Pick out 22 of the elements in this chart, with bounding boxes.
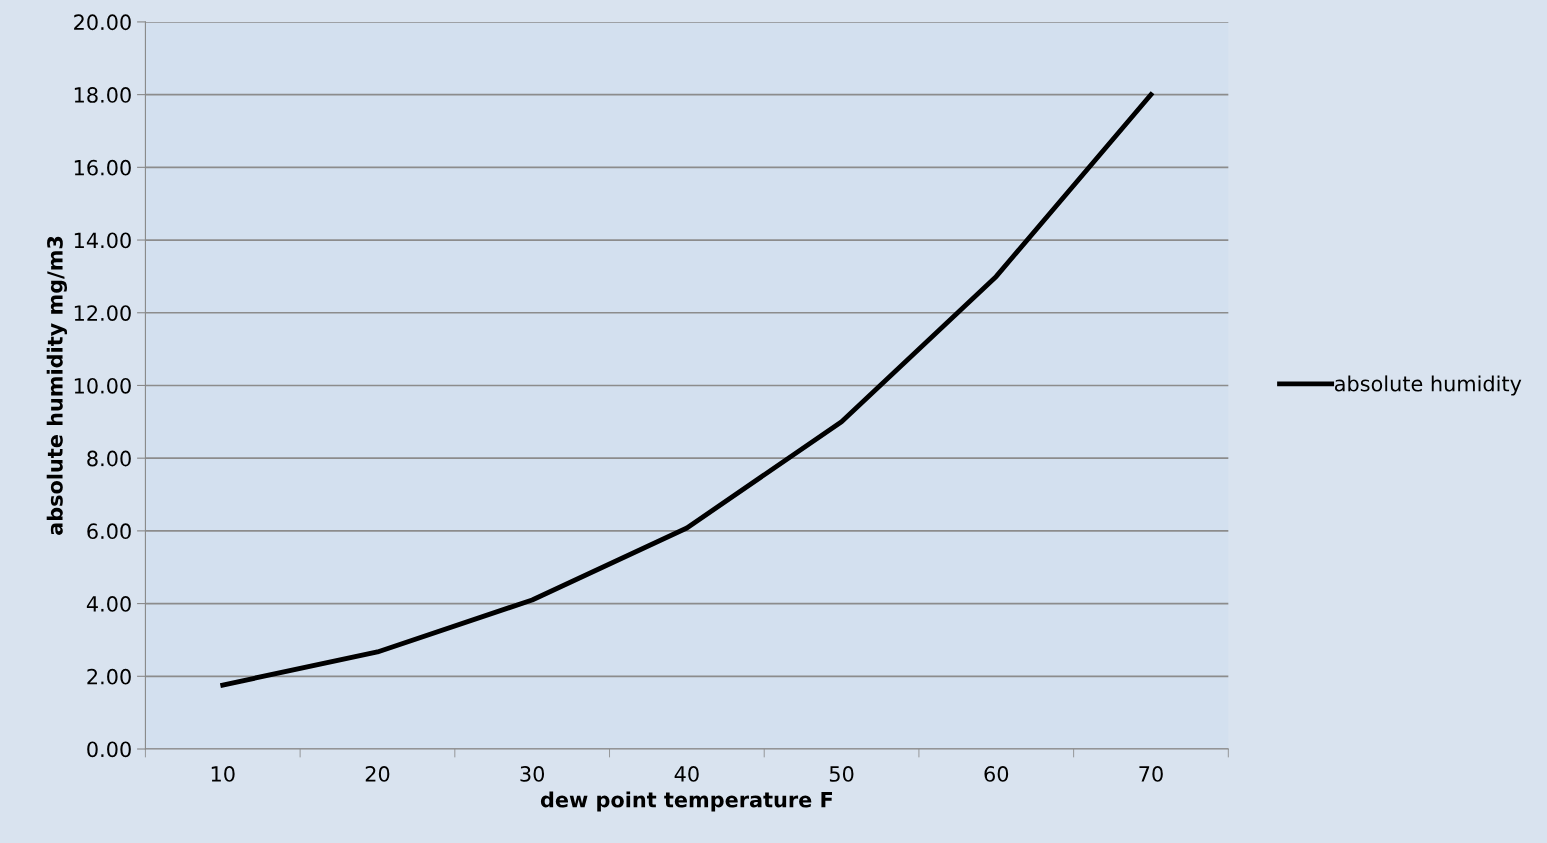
y-tick-label: 16.00 [74, 159, 131, 176]
x-tick-label: 10 [211, 766, 235, 782]
y-tick-label: 20.00 [74, 14, 131, 31]
x-tick-label: 70 [1139, 766, 1163, 782]
y-tick-label: 18.00 [74, 87, 131, 103]
y-tick-label: 2.00 [87, 668, 131, 685]
x-tick-label: 30 [520, 766, 545, 782]
legend-label: absolute humidity [1334, 375, 1522, 396]
y-tick-label: 4.00 [86, 596, 131, 612]
line-series [220, 92, 1154, 688]
y-tick-label: 10.00 [74, 377, 131, 394]
y-tick-label: 0.00 [87, 741, 131, 758]
x-tick-label: 60 [984, 766, 1009, 782]
y-axis-title: absolute humidity mg/m3 [46, 236, 68, 535]
y-tick-label: 8.00 [87, 450, 131, 467]
x-tick-label: 40 [674, 766, 699, 782]
x-tick-label: 50 [829, 766, 854, 782]
x-axis-title: dew point temperature F [540, 791, 833, 812]
y-tick-label: 12.00 [74, 305, 131, 321]
x-tick-label: 20 [365, 766, 390, 782]
y-tick-label: 6.00 [87, 523, 131, 540]
y-tick-label: 14.00 [74, 232, 131, 249]
